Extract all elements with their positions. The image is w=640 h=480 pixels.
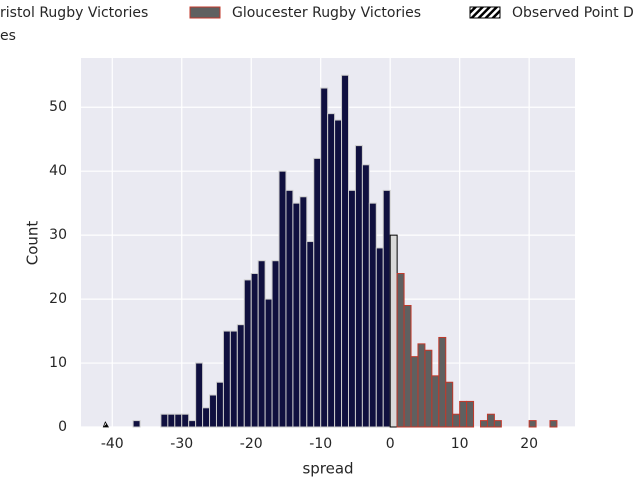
legend-label: es: [0, 28, 16, 44]
bar: [375, 247, 384, 428]
bar: [493, 420, 502, 428]
bar: [431, 375, 440, 428]
bar: [361, 164, 370, 428]
x-axis-label: spread: [302, 460, 353, 478]
bar: [410, 356, 419, 428]
bar: [202, 407, 211, 428]
x-tick-label: 20: [520, 436, 538, 452]
bar: [313, 157, 322, 428]
bar: [466, 400, 475, 428]
bar: [222, 330, 231, 428]
bar: [445, 381, 454, 428]
bar: [459, 400, 468, 428]
bar: [403, 304, 412, 428]
x-tick-label: -10: [309, 436, 332, 452]
y-tick-label: 50: [49, 99, 67, 115]
bar: [209, 394, 217, 428]
bar: [480, 420, 488, 428]
bar: [327, 113, 336, 428]
bar: [250, 273, 259, 428]
bar: [229, 330, 238, 428]
legend-swatch: [189, 6, 221, 19]
legend-label: Observed Point D: [512, 5, 634, 21]
bar: [452, 413, 461, 428]
bar: [354, 145, 363, 428]
y-axis-label: Count: [24, 221, 42, 266]
bar: [299, 196, 308, 428]
bar: [243, 279, 252, 428]
bar: [188, 420, 197, 428]
bar: [424, 349, 433, 428]
y-tick-label: 20: [49, 291, 67, 307]
bar: [334, 119, 343, 428]
bar: [368, 202, 377, 428]
x-tick-label: 0: [386, 436, 395, 452]
bar: [160, 413, 169, 428]
bar: [132, 420, 141, 428]
bar: [181, 413, 190, 428]
y-tick-label: 10: [49, 355, 67, 371]
bar: [215, 381, 224, 428]
observed-marker: [102, 421, 110, 428]
legend-label: ristol Rugby Victories: [0, 5, 148, 21]
bar: [292, 202, 301, 428]
bar: [347, 189, 356, 428]
bar: [195, 362, 204, 428]
bar: [264, 298, 273, 428]
bar: [320, 87, 329, 428]
y-tick-label: 0: [58, 419, 67, 435]
bar: [382, 189, 391, 428]
y-tick-label: 30: [49, 227, 67, 243]
bar: [549, 420, 558, 428]
bar: [306, 241, 315, 428]
x-tick-label: -40: [101, 436, 124, 452]
bar: [389, 234, 398, 428]
bar: [528, 420, 537, 428]
bar: [486, 413, 495, 428]
bar: [417, 343, 426, 428]
bar: [285, 189, 294, 428]
y-tick-label: 40: [49, 163, 67, 179]
bar: [257, 260, 266, 428]
bar: [271, 260, 280, 428]
legend-label: Gloucester Rugby Victories: [232, 5, 421, 21]
bar: [174, 413, 183, 428]
bar: [236, 324, 245, 428]
legend-swatch: [469, 6, 501, 19]
bar: [278, 170, 287, 428]
bar: [341, 74, 349, 428]
x-tick-label: -20: [240, 436, 263, 452]
x-tick-label: -30: [170, 436, 193, 452]
bar: [438, 336, 447, 428]
x-tick-label: 10: [451, 436, 469, 452]
bar: [167, 413, 176, 428]
bar: [396, 273, 405, 428]
